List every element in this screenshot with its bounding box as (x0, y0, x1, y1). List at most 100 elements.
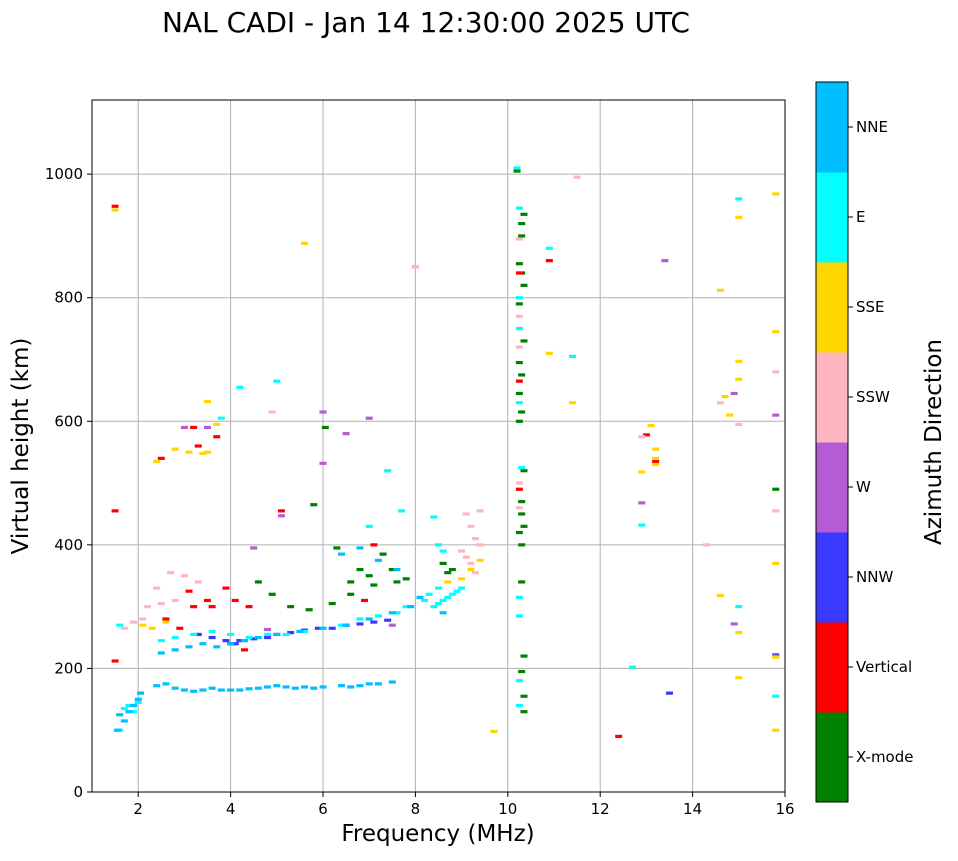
echo-point-nne (130, 703, 138, 708)
y-tick-label: 400 (54, 536, 83, 554)
echo-point-x-mode (305, 608, 313, 612)
echo-point-w (180, 425, 188, 430)
echo-point-x-mode (444, 571, 452, 575)
echo-point-nne (245, 687, 253, 691)
echo-point-ssw (515, 237, 523, 241)
echo-point-sse (772, 561, 780, 565)
echo-point-sse (716, 288, 724, 292)
echo-point-x-mode (370, 583, 378, 587)
echo-point-nne (301, 685, 309, 689)
echo-point-sse (735, 630, 743, 635)
echo-point-ssw (716, 401, 724, 405)
echo-point-ssw (702, 543, 710, 547)
echo-point-vertical (213, 435, 221, 439)
echo-point-e (190, 632, 198, 637)
echo-point-sse (171, 447, 179, 451)
echo-point-nnw (666, 691, 673, 695)
echo-point-e (772, 694, 780, 698)
echo-point-vertical (515, 487, 523, 491)
echo-point-nne (227, 688, 235, 692)
echo-point-nne (407, 605, 415, 609)
x-axis-label: Frequency (MHz) (341, 821, 534, 847)
echo-point-x-mode (321, 425, 329, 430)
echo-point-nne (264, 685, 272, 689)
echo-point-ssw (515, 481, 523, 485)
echo-point-sse (716, 593, 724, 598)
echo-point-ssw (411, 265, 419, 269)
echo-point-ssw (638, 435, 646, 439)
echo-point-sse (638, 470, 646, 474)
echo-point-vertical (240, 648, 248, 652)
echo-point-x-mode (515, 391, 523, 396)
echo-point-x-mode (520, 283, 528, 287)
echo-point-vertical (231, 598, 239, 603)
echo-point-sse (204, 450, 211, 454)
echo-point-vertical (515, 379, 523, 383)
echo-point-nne (365, 617, 373, 621)
x-tick-label: 10 (498, 800, 517, 818)
echo-point-e (217, 416, 225, 420)
echo-point-e (421, 598, 429, 603)
echo-point-nnw (356, 622, 364, 626)
echo-point-sse (199, 451, 207, 456)
echo-point-ssw (139, 617, 147, 621)
echo-point-e (301, 629, 309, 633)
echo-point-x-mode (518, 543, 526, 547)
echo-point-ssw (462, 555, 470, 559)
echo-point-nnw (250, 637, 258, 641)
echo-point-vertical (176, 626, 184, 630)
echo-point-vertical (370, 543, 378, 547)
colorbar-category-label: SSE (856, 298, 885, 316)
echo-point-x-mode (515, 419, 523, 423)
echo-point-nne (347, 685, 355, 689)
echo-point-sse (652, 447, 660, 451)
echo-point-x-mode (515, 302, 523, 306)
echo-point-ssw (772, 370, 780, 374)
echo-point-nne (365, 682, 373, 686)
echo-point-vertical (642, 433, 650, 437)
echo-point-x-mode (287, 605, 295, 609)
echo-point-x-mode (347, 592, 355, 596)
echo-point-nne (319, 685, 327, 689)
echo-point-ssw (268, 410, 276, 414)
echo-point-ssw (130, 620, 138, 624)
echo-point-vertical (185, 589, 193, 593)
echo-point-vertical (361, 598, 369, 603)
echo-point-e (227, 632, 235, 637)
echo-point-ssw (143, 605, 151, 609)
echo-point-ssw (458, 549, 466, 553)
colorbar-swatch-ssw (816, 352, 848, 443)
echo-point-sse (652, 456, 660, 460)
echo-point-vertical (190, 605, 198, 609)
echo-point-e (116, 623, 124, 627)
echo-point-vertical (111, 659, 119, 663)
echo-point-sse (153, 459, 161, 464)
echo-point-sse (735, 377, 743, 381)
echo-point-ssw (515, 506, 523, 510)
echo-point-nne (388, 680, 396, 684)
echo-point-e (435, 586, 442, 590)
echo-point-nne (254, 635, 262, 640)
echo-point-e (356, 617, 364, 621)
echo-point-e (515, 614, 523, 618)
echo-point-ssw (471, 571, 479, 575)
echo-point-x-mode (328, 601, 336, 606)
echo-point-nnw (384, 618, 392, 622)
echo-point-nnw (222, 639, 230, 643)
echo-point-x-mode (518, 500, 526, 504)
echo-point-nne (120, 719, 128, 723)
echo-point-e (515, 206, 523, 210)
echo-point-w (661, 259, 669, 263)
echo-point-vertical (615, 734, 623, 738)
echo-point-e (515, 327, 523, 331)
echo-point-nnw (287, 630, 295, 635)
echo-point-nnw (231, 642, 239, 646)
echo-point-sse (652, 462, 660, 467)
x-tick-label: 16 (775, 800, 794, 818)
colorbar-swatch-w (816, 442, 848, 533)
echo-point-nne (342, 623, 350, 627)
echo-point-x-mode (333, 546, 341, 550)
echo-point-nnw (314, 626, 322, 630)
echo-point-nne (282, 685, 290, 689)
echo-point-ssw (120, 626, 128, 630)
